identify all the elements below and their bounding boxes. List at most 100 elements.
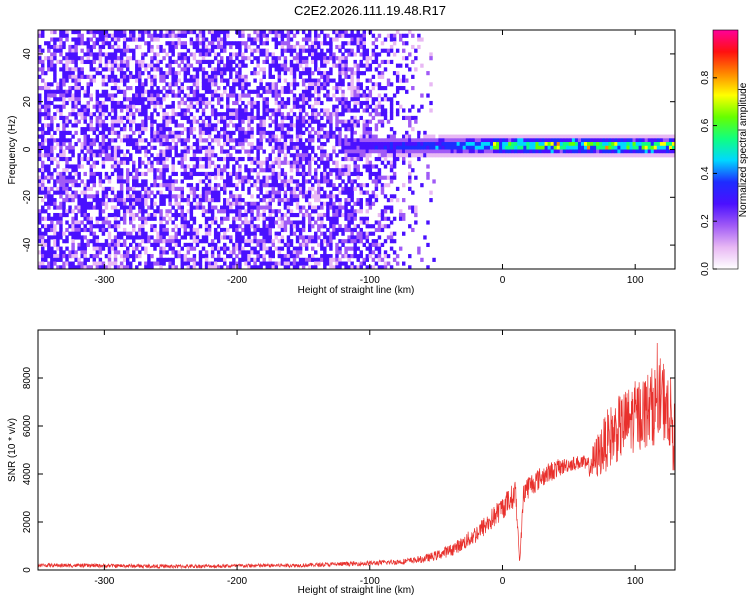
spectrogram-cell	[341, 212, 345, 218]
spectrogram-cell	[386, 59, 391, 65]
spectrogram-cell	[362, 145, 366, 150]
spectrogram-cell	[311, 78, 315, 83]
spectrogram-cell	[213, 37, 218, 42]
spectrogram-cell	[50, 63, 54, 68]
spectrogram-cell	[244, 86, 248, 91]
spectrogram-cell	[165, 112, 169, 117]
spectrogram-cell	[83, 212, 87, 218]
spectrogram-cell	[226, 134, 230, 139]
spectrogram-cell	[110, 186, 115, 191]
spectrogram-cell	[329, 231, 333, 236]
spectrogram-cell	[235, 194, 239, 199]
spectrogram-cell	[235, 205, 239, 210]
spectrogram-cell	[213, 186, 218, 191]
spectrogram-cell	[195, 156, 200, 162]
spectrogram-cell	[223, 168, 227, 173]
spectrogram-cell	[371, 48, 376, 53]
spectrogram-cell	[165, 149, 169, 154]
spectrogram-cell	[101, 130, 106, 135]
spectrogram-cell	[262, 104, 266, 109]
spectrogram-cell	[335, 108, 339, 113]
spectrogram-cell	[289, 153, 294, 158]
spectrogram-cell	[216, 250, 221, 255]
spectrogram-cell	[216, 112, 221, 117]
spectrogram-cell	[144, 149, 148, 154]
spectrogram-cell	[274, 108, 279, 113]
spectrogram-cell	[86, 52, 90, 57]
spectrogram-cell	[80, 235, 84, 240]
spectrogram-cell	[156, 261, 160, 266]
spectrogram-cell	[301, 104, 306, 109]
spectrogram-cell	[226, 246, 230, 251]
spectrogram-cell	[129, 37, 133, 42]
spectrogram-cell	[241, 186, 245, 191]
spectrogram-cell	[368, 93, 373, 98]
spectrogram-cell	[480, 145, 485, 150]
spectrogram-cell	[289, 123, 294, 128]
spectrogram-cell	[83, 59, 87, 65]
spectrogram-cell	[129, 261, 133, 266]
spectrogram-cell	[189, 171, 194, 177]
spectrogram-cell	[329, 242, 333, 247]
spectrogram-cell	[362, 257, 366, 262]
spectrogram-cell	[110, 138, 115, 143]
spectrogram-cell	[353, 86, 357, 91]
spectrogram-cell	[307, 52, 312, 57]
spectrogram-cell	[47, 168, 51, 173]
spectrogram-cell	[171, 130, 175, 135]
spectrogram-cell	[168, 134, 172, 139]
spectrogram-cell	[298, 127, 303, 132]
spectrogram-cell	[277, 261, 282, 266]
spectrogram-cell	[274, 235, 279, 240]
spectrogram-cell	[377, 235, 382, 240]
spectrogram-cell	[298, 93, 303, 98]
spectrogram-cell	[50, 156, 54, 162]
spectrogram-cell	[317, 41, 321, 46]
spectrogram-cell	[53, 261, 57, 266]
spectrogram-cell	[110, 164, 115, 169]
spectrogram-cell	[153, 239, 157, 244]
spectrogram-cell	[89, 224, 93, 229]
spectrogram-cell	[235, 171, 239, 177]
spectrogram-cell	[226, 97, 230, 102]
spectrogram-cell	[311, 52, 315, 57]
spectrogram-cell	[83, 130, 87, 135]
spectrogram-cell	[259, 142, 263, 147]
spectrogram-cell	[201, 254, 206, 259]
spectrogram-cell	[268, 30, 272, 35]
spectrogram-cell	[480, 134, 485, 139]
spectrogram-cell	[229, 261, 233, 266]
spectrogram-cell	[341, 59, 345, 65]
spectrogram-cell	[216, 246, 221, 251]
spectrogram-cell	[223, 216, 227, 221]
spectrogram-cell	[183, 100, 188, 106]
spectrogram-cell	[110, 123, 115, 128]
spectrogram-cell	[332, 201, 336, 206]
spectrogram-cell	[186, 246, 191, 251]
spectrogram-cell	[74, 119, 78, 124]
spectrogram-cell	[65, 138, 69, 143]
spectrogram-cell	[71, 100, 75, 106]
spectrogram-cell	[374, 156, 379, 162]
spectrogram-cell	[38, 97, 42, 102]
spectrogram-cell	[135, 59, 139, 65]
spectrogram-cell	[50, 149, 54, 154]
spectrogram-cell	[98, 153, 103, 158]
spectrogram-cell	[280, 100, 285, 106]
spectrogram-cell	[350, 71, 354, 76]
spectrogram-cell	[350, 171, 354, 177]
spectrogram-cell	[392, 153, 397, 158]
spectrogram-cell	[244, 231, 248, 236]
spectrogram-cell	[83, 265, 87, 269]
spectrogram-cell	[223, 190, 227, 195]
spectrogram-cell	[213, 56, 218, 61]
spectrogram-cell	[268, 220, 272, 225]
spectrogram-cell	[186, 149, 191, 154]
spectrogram-cell	[314, 119, 318, 124]
spectrogram-cell	[171, 220, 175, 225]
spectrogram-cell	[89, 145, 93, 150]
spectrogram-cell	[432, 142, 436, 147]
spectrogram-cell	[171, 78, 175, 83]
spectrogram-cell	[271, 242, 275, 247]
spectrogram-cell	[95, 265, 100, 269]
